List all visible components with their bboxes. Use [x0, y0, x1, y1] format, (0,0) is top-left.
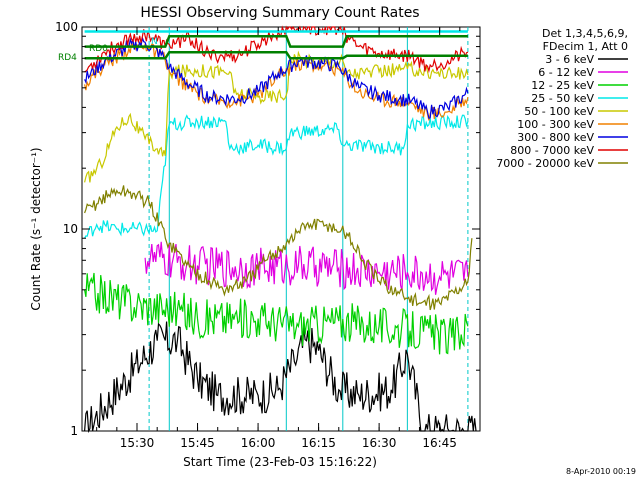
x-tick-label-3: 16:15 — [301, 436, 336, 450]
legend: Det 1,3,4,5,6,9, FDecim 1, Att 0 3 - 6 k… — [496, 27, 628, 170]
legend-label-7: 800 - 7000 keV — [510, 144, 594, 157]
annotations: RD0 RD4 N — [58, 37, 158, 63]
series-layer — [84, 25, 477, 434]
series-line-6 — [84, 35, 469, 119]
legend-header-line-2: FDecim 1, Att 0 — [543, 40, 628, 53]
series-line-1 — [144, 241, 469, 295]
series-line-4 — [84, 50, 469, 183]
series-line-10 — [84, 50, 468, 60]
series-line-8 — [84, 185, 473, 311]
series-line-9 — [84, 34, 468, 48]
chart-title: HESSI Observing Summary Count Rates — [140, 5, 419, 21]
legend-label-5: 100 - 300 keV — [517, 118, 594, 131]
x-tick-label-1: 15:45 — [180, 436, 215, 450]
x-tick-label-4: 16:30 — [362, 436, 397, 450]
legend-label-8: 7000 - 20000 keV — [496, 157, 594, 170]
x-tick-label-2: 16:00 — [241, 436, 276, 450]
x-tick-label-5: 16:45 — [422, 436, 457, 450]
legend-label-2: 12 - 25 keV — [531, 79, 594, 92]
legend-label-0: 3 - 6 keV — [545, 53, 594, 66]
annotation-n: N — [151, 37, 158, 47]
y-tick-label-1: 10 — [63, 222, 78, 236]
annotation-rd4: RD4 — [58, 53, 77, 63]
legend-label-6: 300 - 800 keV — [517, 131, 594, 144]
annotation-rd0: RD0 — [89, 44, 108, 54]
legend-label-3: 25 - 50 keV — [531, 92, 594, 105]
y-tick-label-0: 1 — [70, 424, 78, 438]
x-axis-ticks: 15:30 15:45 16:00 16:15 16:30 16:45 — [96, 27, 481, 450]
series-line-3 — [84, 114, 469, 239]
legend-header-line-1: Det 1,3,4,5,6,9, — [542, 27, 628, 40]
series-line-2 — [84, 272, 469, 355]
x-axis-label: Start Time (23-Feb-03 15:16:22) — [183, 455, 377, 469]
series-line-0 — [84, 321, 477, 434]
y-axis-ticks: 1 10 100 — [55, 20, 480, 438]
y-axis-label: Count Rate (s⁻¹ detector⁻¹) — [29, 147, 43, 310]
legend-label-1: 6 - 12 keV — [538, 66, 594, 79]
footer-timestamp: 8-Apr-2010 00:19 — [566, 467, 636, 476]
x-tick-label-0: 15:30 — [120, 436, 155, 450]
legend-label-4: 50 - 100 keV — [524, 105, 594, 118]
y-tick-label-2: 100 — [55, 20, 78, 34]
